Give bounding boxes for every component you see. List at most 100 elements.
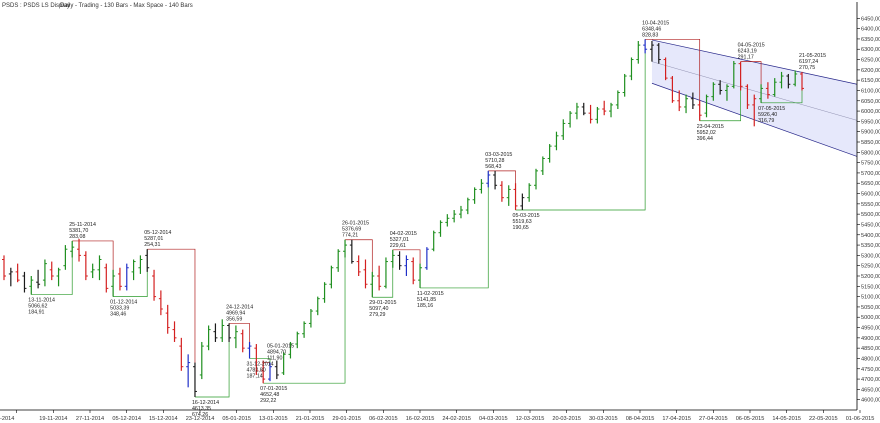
ohlc-bar — [42, 259, 47, 287]
annotation-price: 5952,02 — [697, 130, 716, 136]
ohlc-bar — [165, 304, 170, 334]
y-tick-label: 5250,00 — [861, 264, 880, 270]
x-tick-label: 23-12-2014 — [186, 416, 215, 422]
ohlc-bar — [445, 214, 450, 227]
ohlc-bar — [356, 255, 361, 276]
annotation-bars: 291,17 — [738, 55, 754, 61]
ohlc-bar — [486, 170, 491, 188]
ohlc-bar — [29, 276, 34, 295]
swing-connector — [420, 170, 489, 289]
ohlc-bar — [172, 321, 177, 342]
ohlc-bar — [158, 290, 163, 316]
ohlc-bar — [513, 183, 518, 211]
annotation-price: 5376,69 — [342, 227, 361, 233]
ohlc-bar — [527, 183, 532, 202]
y-tick-label: 4650,00 — [861, 387, 880, 393]
ohlc-bar — [704, 94, 709, 118]
y-tick-label: 5200,00 — [861, 274, 880, 280]
ohlc-bar — [227, 323, 232, 342]
ohlc-bar — [22, 271, 27, 293]
ohlc-bar — [383, 257, 388, 289]
annotation-price: 4894,70 — [267, 350, 286, 356]
ohlc-bar — [670, 76, 675, 103]
annotation-bars: 396,44 — [697, 136, 713, 142]
ohlc-bar — [431, 230, 436, 252]
x-tick-label: 27-11-2014 — [76, 416, 104, 422]
ohlc-bar — [472, 187, 477, 204]
y-tick-label: 5650,00 — [861, 181, 880, 187]
ohlc-bar — [322, 282, 327, 303]
ohlc-bar — [302, 321, 307, 338]
ohlc-bar — [602, 100, 607, 116]
y-tick-label: 5550,00 — [861, 202, 880, 208]
ohlc-bar — [145, 249, 150, 272]
y-tick-label: 5050,00 — [861, 305, 880, 311]
x-tick-label: 30-03-2015 — [589, 416, 618, 422]
ohlc-bar — [561, 119, 566, 140]
ohlc-bar — [261, 360, 266, 384]
ohlc-bar — [63, 245, 68, 270]
annotation-price: 4969,94 — [226, 310, 245, 316]
ohlc-bar — [206, 325, 211, 351]
ohlc-bar — [793, 70, 798, 87]
y-axis: 6450,00 6400,00 6350,00 6300,00 6250,00 6200,… — [857, 16, 880, 404]
x-tick-label: 05-01-2015 — [222, 416, 251, 422]
ohlc-bar — [506, 185, 511, 206]
x-tick-label: 06-05-2015 — [736, 416, 765, 422]
ohlc-bar — [595, 106, 600, 124]
annotation-bars: 774,21 — [342, 233, 358, 239]
ohlc-bar — [452, 210, 457, 223]
ohlc-bar — [718, 80, 723, 95]
annotation-price: 4613,35 — [192, 406, 211, 412]
y-tick-label: 4600,00 — [861, 398, 880, 404]
ohlc-bar — [609, 102, 614, 118]
ohlc-bar — [765, 82, 770, 99]
ohlc-bar — [247, 341, 252, 359]
annotation-date: 05-03-2015 — [513, 213, 540, 219]
y-tick-label: 5450,00 — [861, 222, 880, 228]
y-tick-label: 6250,00 — [861, 58, 880, 64]
ohlc-bar — [629, 57, 634, 81]
annotation-date: 05-01-2015 — [267, 344, 294, 350]
y-tick-label: 4950,00 — [861, 326, 880, 332]
annotation-date: 25-11-2014 — [69, 222, 96, 228]
x-tick-label: 15-12-2014 — [149, 416, 178, 422]
ohlc-bar — [424, 247, 429, 270]
annotation-date: 07-01-2015 — [260, 386, 287, 392]
x-tick-label: 20-03-2015 — [552, 416, 581, 422]
chart-title: PSDS : PSDS LS Display — [2, 3, 70, 9]
annotation-date: 05-12-2014 — [144, 230, 171, 236]
ohlc-bar — [124, 263, 129, 291]
annotation-date: 21-05-2015 — [799, 53, 826, 59]
y-tick-label: 6350,00 — [861, 37, 880, 43]
ohlc-bar — [752, 94, 757, 127]
ohlc-bar — [568, 111, 573, 128]
annotation-date: 24-12-2014 — [226, 304, 253, 310]
ohlc-bar — [56, 267, 61, 287]
annotation-price: 5710,28 — [485, 158, 504, 164]
ohlc-bar — [152, 269, 157, 301]
ohlc-bar — [288, 341, 293, 359]
channel-mid-line — [651, 61, 858, 121]
x-tick-label: 21-01-2015 — [296, 416, 325, 422]
x-tick-label: 16-02-2015 — [406, 416, 435, 422]
annotation-bars: 568,43 — [485, 164, 501, 170]
ohlc-bar — [49, 261, 54, 281]
annotation-price: 5381,70 — [69, 228, 88, 234]
y-tick-label: 6100,00 — [861, 88, 880, 94]
ohlc-bar — [77, 238, 82, 262]
annotation-price: 5287,01 — [144, 236, 163, 242]
annotation-bars: 184,91 — [28, 310, 44, 316]
ohlc-bar — [540, 156, 545, 175]
ohlc-bar — [268, 362, 272, 382]
annotation-price: 6243,19 — [738, 49, 757, 55]
ohlc-bar — [738, 61, 743, 91]
ohlc-bar — [663, 57, 668, 81]
ohlc-bar — [336, 249, 341, 272]
